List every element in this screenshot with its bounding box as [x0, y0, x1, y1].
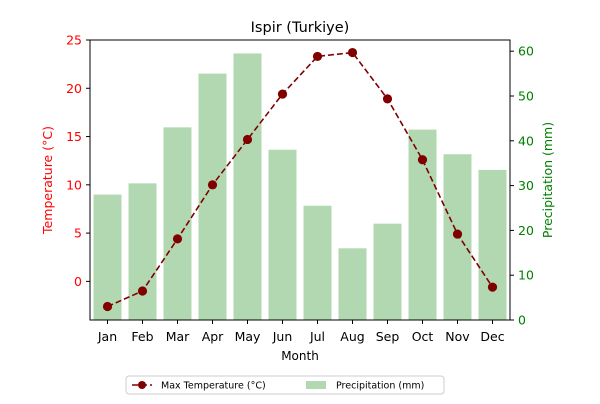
x-tick-label: Jul	[309, 329, 325, 344]
right-tick-label: 0	[518, 313, 526, 328]
x-tick-label: Nov	[445, 329, 470, 344]
temperature-line-path	[107, 51, 494, 308]
x-tick-label: Jan	[97, 329, 117, 344]
precipitation-bar-sep	[373, 223, 402, 320]
temperature-point-jul	[312, 51, 323, 62]
chart-title: Ispir (Turkiye)	[251, 20, 350, 36]
precipitation-bar-jun	[268, 149, 297, 320]
left-tick-label: 5	[74, 226, 82, 241]
right-tick-label: 40	[518, 133, 534, 148]
precipitation-bar-jan	[93, 194, 122, 320]
temperature-point-feb	[137, 286, 148, 296]
right-tick-label: 20	[518, 223, 534, 238]
temperature-point-may	[242, 134, 253, 145]
x-tick-label: Oct	[412, 329, 434, 344]
right-tick-label: 10	[518, 268, 534, 283]
temperature-point-nov	[452, 229, 463, 239]
x-tick-label: Sep	[376, 329, 400, 344]
temperature-point-aug	[347, 47, 358, 58]
legend-label-temperature: Max Temperature (°C)	[161, 381, 266, 392]
left-tick-label: 0	[74, 274, 82, 289]
x-tick-label: May	[235, 329, 261, 344]
x-tick-label: Jun	[272, 329, 293, 344]
precipitation-bar-jul	[303, 205, 332, 320]
axes: Jan Feb Mar Apr May Jun Jul Aug Sep Oct Nov Dec 0 5 10…	[40, 33, 555, 345]
right-axis-label: Precipitation (mm)	[540, 122, 555, 238]
x-tick-label: Dec	[480, 329, 504, 344]
legend-bar-swatch	[306, 381, 326, 389]
precipitation-bars	[93, 53, 507, 320]
x-tick-label: Apr	[202, 329, 224, 344]
x-tick-label: Feb	[131, 329, 153, 344]
temperature-point-jan	[102, 301, 113, 312]
x-tick-label: Aug	[340, 329, 364, 344]
right-tick-label: 30	[518, 178, 534, 193]
precipitation-bar-aug	[338, 248, 367, 320]
legend-box	[125, 375, 445, 395]
precipitation-bar-feb	[128, 183, 157, 320]
precipitation-bar-may	[233, 53, 262, 320]
plot-frame	[89, 39, 511, 321]
temperature-point-sep	[382, 94, 393, 104]
legend-label-precipitation: Precipitation (mm)	[336, 381, 424, 392]
right-tick-label: 60	[518, 44, 534, 59]
precipitation-bar-apr	[198, 73, 227, 320]
left-tick-label: 10	[66, 177, 82, 192]
temperature-point-apr	[207, 180, 218, 190]
temperature-point-jun	[277, 89, 288, 99]
temperature-point-dec	[487, 282, 498, 292]
temperature-line	[102, 47, 498, 312]
legend-line-marker	[138, 381, 146, 389]
left-axis-label: Temperature (°C)	[40, 126, 55, 235]
right-tick-label: 50	[518, 89, 534, 104]
left-tick-label: 15	[66, 129, 82, 144]
temperature-point-mar	[172, 234, 183, 244]
x-axis-label: Month	[281, 349, 319, 363]
precipitation-bar-dec	[478, 169, 507, 320]
temperature-point-oct	[417, 155, 428, 165]
left-tick-label: 25	[66, 33, 82, 48]
legend: Max Temperature (°C) Precipitation (mm)	[125, 375, 445, 395]
x-tick-label: Mar	[166, 329, 190, 344]
left-tick-label: 20	[66, 81, 82, 96]
